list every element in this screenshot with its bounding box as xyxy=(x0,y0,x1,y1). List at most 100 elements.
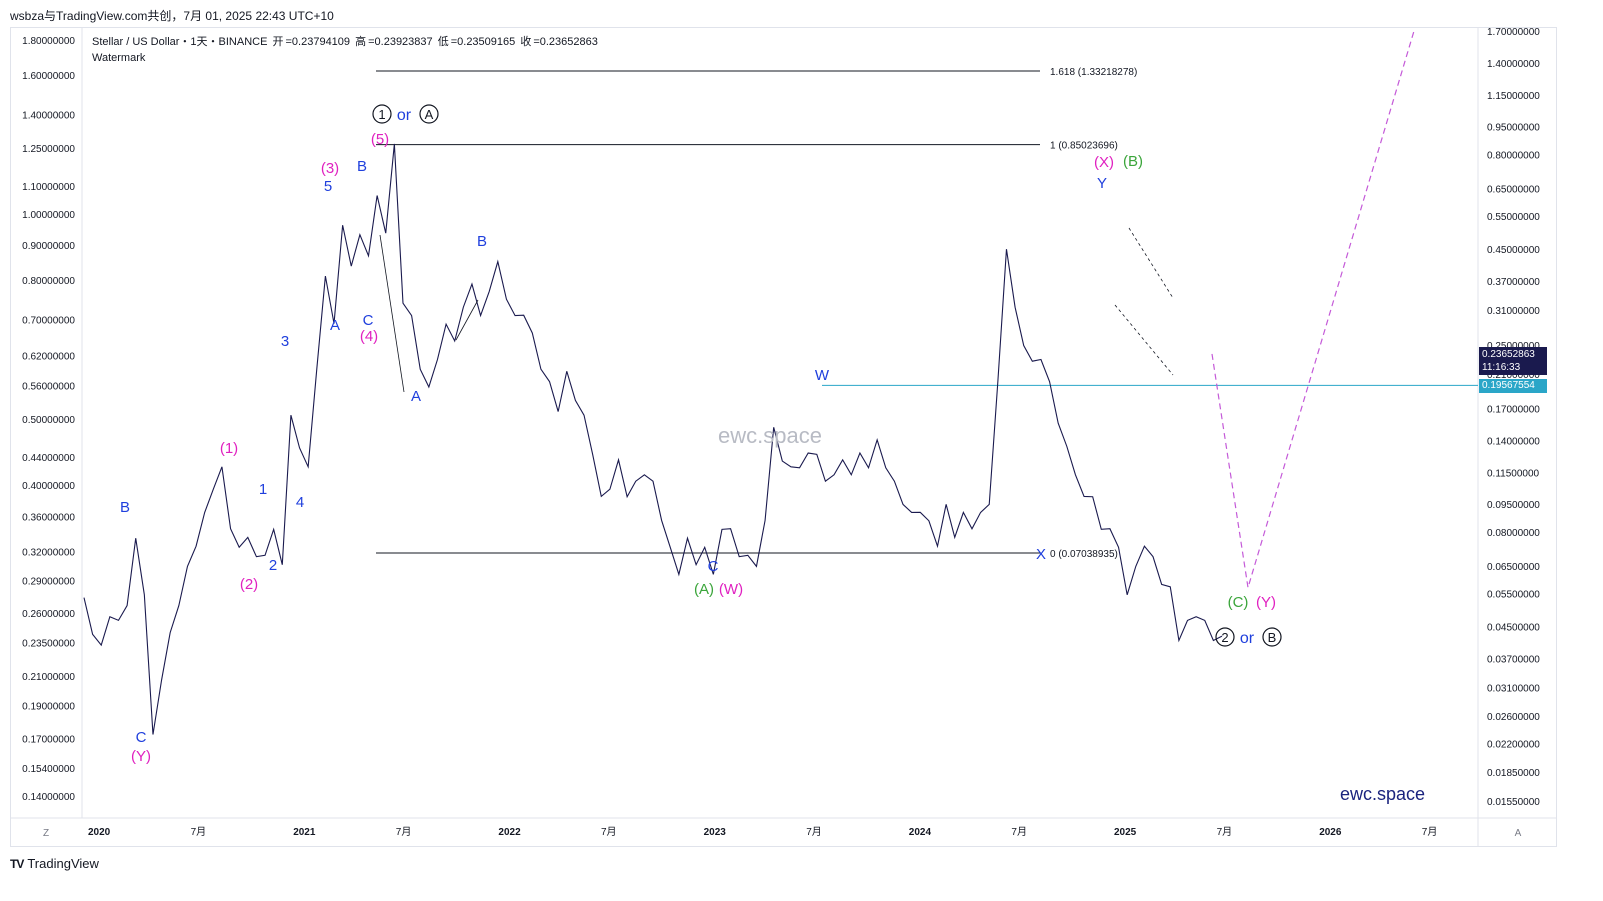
chart-frame xyxy=(10,27,1557,847)
tradingview-logo[interactable]: TV TradingView xyxy=(10,856,99,871)
fib-level-label: 0 (0.07038935) xyxy=(1050,549,1118,560)
time-tick-label: 2026 xyxy=(1319,827,1342,838)
right-tick-label: 0.05500000 xyxy=(1487,589,1540,600)
symbol-legend[interactable]: Stellar / US Dollar・1天・BINANCE 开 =0.23794… xyxy=(92,34,600,66)
right-tick-label: 0.37000000 xyxy=(1487,277,1540,288)
left-tick-label: 1.80000000 xyxy=(22,36,75,47)
left-tick-label: 0.80000000 xyxy=(22,276,75,287)
time-tick-label: 7月 xyxy=(1217,826,1233,838)
right-tick-label: 0.08000000 xyxy=(1487,528,1540,539)
right-tick-label: 0.06500000 xyxy=(1487,562,1540,573)
left-tick-label: 0.15400000 xyxy=(22,764,75,775)
left-tick-label: 1.25000000 xyxy=(22,144,75,155)
current-price-tag: 0.23652863 11:16:33 xyxy=(1479,347,1547,375)
cycle-circle xyxy=(419,104,439,124)
tradingview-logo-text: TradingView xyxy=(27,856,99,871)
wave-label: B xyxy=(477,233,487,250)
time-tick-label: 2020 xyxy=(88,827,111,838)
time-tick-label: 7月 xyxy=(806,826,822,838)
time-tick-label: 7月 xyxy=(191,826,207,838)
right-tick-label: 0.21000000 xyxy=(1487,370,1540,381)
close-value: =0.23652863 xyxy=(533,36,598,48)
fib-level-label: 1.618 (1.33218278) xyxy=(1050,67,1137,78)
right-tick-label: 0.80000000 xyxy=(1487,151,1540,162)
time-tick-label: 2025 xyxy=(1114,827,1137,838)
wave-label: (A) xyxy=(694,581,714,598)
cycle-circle xyxy=(1215,627,1235,647)
wave-label: B xyxy=(357,158,367,175)
wave-label: (W) xyxy=(719,581,743,598)
bottom-watermark: ewc.space xyxy=(1340,784,1426,804)
cycle-circle xyxy=(372,104,392,124)
left-tick-label: 0.19000000 xyxy=(22,702,75,713)
price-series-line xyxy=(83,143,1223,735)
fib-retracement[interactable]: 1.618 (1.33218278) 1 (0.85023696) 0 (0.070… xyxy=(376,67,1137,560)
left-tick-label: 0.26000000 xyxy=(22,609,75,620)
wave-label: 2 xyxy=(269,557,277,574)
left-tick-label: 1.40000000 xyxy=(22,110,75,121)
right-tick-label: 0.17000000 xyxy=(1487,404,1540,415)
left-tick-label: 1.60000000 xyxy=(22,71,75,82)
left-tick-label: 0.56000000 xyxy=(22,382,75,393)
right-tick-label: 0.03100000 xyxy=(1487,683,1540,694)
left-tick-label: 0.62000000 xyxy=(22,352,75,363)
cycle-number: 1 xyxy=(378,107,385,122)
high-label: 高 xyxy=(355,36,367,48)
low-value: =0.23509165 xyxy=(450,36,516,48)
left-tick-label: 1.00000000 xyxy=(22,210,75,221)
right-tick-label: 0.01550000 xyxy=(1487,797,1540,808)
right-tick-label: 0.55000000 xyxy=(1487,212,1540,223)
wave-label: Y xyxy=(1097,175,1107,192)
wave-label: (1) xyxy=(220,440,238,457)
wave-label: A xyxy=(411,388,421,405)
time-tick-label: 2024 xyxy=(909,827,932,838)
right-tick-label: 1.70000000 xyxy=(1487,27,1540,38)
left-tick-label: 0.40000000 xyxy=(22,481,75,492)
left-tick-label: 0.44000000 xyxy=(22,453,75,464)
right-tick-label: 0.95000000 xyxy=(1487,122,1540,133)
wave-label: 5 xyxy=(324,178,332,195)
cycle-letter: A xyxy=(425,107,434,122)
right-tick-label: 0.65000000 xyxy=(1487,185,1540,196)
wave-label: 3 xyxy=(281,333,289,350)
wave-label: 4 xyxy=(296,494,304,511)
cycle-joiner: or xyxy=(1240,630,1255,647)
cycle-circle xyxy=(1262,627,1282,647)
symbol-name[interactable]: Stellar / US Dollar・1天・BINANCE xyxy=(92,36,268,48)
wave-label: X xyxy=(1036,546,1046,563)
wave-label: (B) xyxy=(1123,153,1143,170)
z-button[interactable]: Z xyxy=(42,828,50,839)
fib-level-label: 1 (0.85023696) xyxy=(1050,141,1118,152)
wave-label: (3) xyxy=(321,160,339,177)
time-tick-label: 2022 xyxy=(498,827,521,838)
left-price-axis[interactable]: 1.80000000 1.60000000 1.40000000 1.25000000… xyxy=(22,36,75,803)
projection-path xyxy=(1211,30,1415,588)
left-tick-label: 0.70000000 xyxy=(22,316,75,327)
watermark-indicator[interactable]: Watermark xyxy=(92,52,146,64)
wave-label: (5) xyxy=(371,131,389,148)
right-tick-label: 0.09500000 xyxy=(1487,500,1540,511)
left-tick-label: 0.50000000 xyxy=(22,415,75,426)
wave-label: C xyxy=(136,729,147,746)
open-label: 开 xyxy=(272,36,284,48)
wave-label: (2) xyxy=(240,576,258,593)
wave-label: W xyxy=(815,367,830,384)
wave-label: A xyxy=(330,317,340,334)
time-axis[interactable]: 2020 7月 2021 7月 2022 7月 2023 7月 2024 7月 2025 7月 2026… xyxy=(88,826,1437,838)
auto-scale-button[interactable]: A xyxy=(1514,828,1522,839)
cycle-number: 2 xyxy=(1221,630,1228,645)
wave-label: C xyxy=(708,558,719,575)
right-tick-label: 1.40000000 xyxy=(1487,59,1540,70)
wave-label: (Y) xyxy=(1256,594,1276,611)
time-tick-label: 7月 xyxy=(1011,826,1027,838)
left-tick-label: 0.23500000 xyxy=(22,639,75,650)
center-watermark: ewc.space xyxy=(718,423,822,448)
right-tick-label: 0.03700000 xyxy=(1487,654,1540,665)
left-tick-label: 0.17000000 xyxy=(22,735,75,746)
right-price-axis[interactable]: 1.70000000 1.40000000 1.15000000 0.95000000… xyxy=(1487,27,1540,808)
cycle-letter: B xyxy=(1268,630,1277,645)
chart-header: wsbza与TradingView.com共创，7月 01, 2025 22:4… xyxy=(10,9,334,23)
pattern-lines xyxy=(379,227,1174,393)
